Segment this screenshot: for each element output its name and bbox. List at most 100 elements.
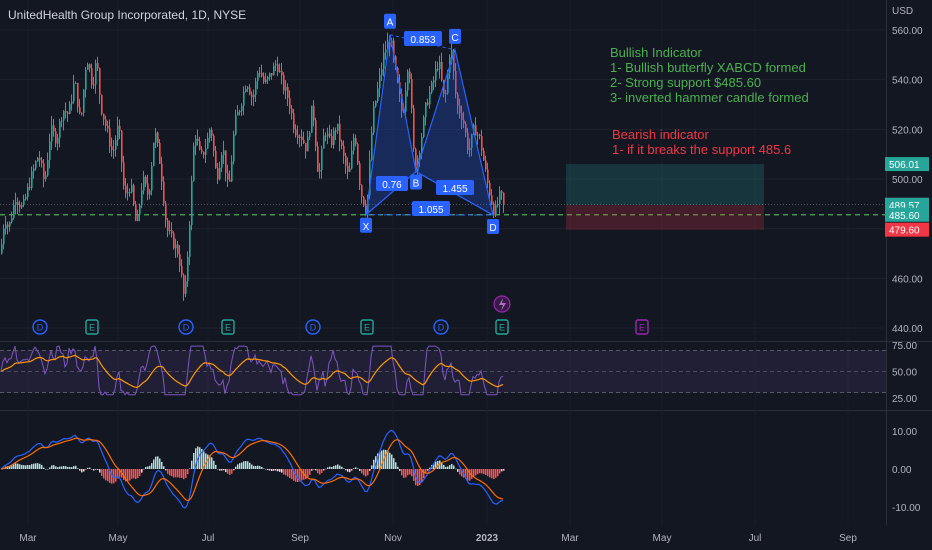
candle-body (61, 120, 63, 122)
candle-body (55, 131, 57, 144)
candle-body (353, 137, 355, 151)
macd-histogram-bar (437, 460, 439, 469)
candle-body (63, 111, 65, 121)
bearish-line-1: 1- if it breaks the support 485.6 (612, 142, 792, 157)
macd-histogram-bar (31, 464, 33, 469)
currency-label: USD (892, 6, 914, 17)
time-axis[interactable]: Mar May Jul Sep Nov 2023 Mar May Jul Sep (19, 533, 857, 544)
candle-body (309, 132, 311, 138)
dividend-marker (305, 319, 321, 335)
macd-histogram-bar (259, 466, 261, 469)
macd-histogram-bar (327, 467, 329, 469)
candle-body (41, 160, 43, 164)
pattern-point-badge (384, 13, 396, 29)
candle-body (475, 125, 477, 136)
candles (1, 32, 505, 301)
candle-body (1, 244, 3, 254)
macd-histogram-bar (411, 469, 413, 477)
macd-histogram-bar (421, 469, 423, 483)
macd-histogram-bar (393, 458, 395, 469)
bearish-note: Bearish indicator 1- if it breaks the su… (612, 127, 791, 157)
candle-body (111, 146, 113, 151)
macd-histogram-bar (483, 469, 485, 475)
macd-histogram-bar (277, 469, 279, 472)
macd-histogram-bar (433, 463, 435, 469)
candle-body (201, 149, 203, 152)
candle-body (405, 90, 407, 112)
macd-histogram-bar (497, 469, 499, 477)
candle-body (371, 132, 373, 160)
candle-body (251, 94, 253, 98)
macd-histogram-bar (309, 469, 311, 475)
candle-body (497, 204, 499, 206)
candle-body (219, 167, 221, 180)
bullish-line-2: 2- Strong support $485.60 (610, 75, 762, 90)
xabcd-pattern[interactable]: X A B C D 0.853 0.76 1.455 1.055 (360, 13, 499, 235)
macd-histogram-bar (381, 450, 383, 469)
candle-body (71, 101, 73, 104)
macd-histogram-bar (127, 469, 129, 482)
candle-body (189, 225, 191, 257)
earnings-marker (360, 319, 374, 335)
candle-body (105, 119, 107, 126)
candle-body (283, 75, 285, 91)
macd-histogram-bar (27, 464, 29, 469)
position-box[interactable] (566, 164, 764, 230)
price-axis[interactable]: 440.00460.00480.00500.00520.00540.00560.… (885, 26, 929, 514)
macd-histogram-bar (157, 456, 159, 469)
macd-histogram-bar (79, 469, 81, 471)
macd-histogram-bar (119, 469, 121, 477)
time-tick-label: 2023 (476, 533, 499, 544)
candle-body (187, 256, 189, 282)
candle-body (493, 203, 495, 216)
macd-histogram-bar (275, 469, 277, 471)
candle-body (27, 186, 29, 198)
candle-body (339, 123, 341, 142)
macd-histogram-bar (75, 465, 77, 469)
candle-body (123, 162, 125, 186)
macd-histogram-bar (331, 466, 333, 469)
lightning-glyph (499, 298, 506, 311)
candle-body (181, 266, 183, 275)
candle-body (177, 244, 179, 255)
candle-body (347, 165, 349, 172)
candle-body (183, 274, 185, 294)
candle-body (179, 254, 181, 267)
candle-body (73, 83, 75, 102)
time-tick-label: Jul (749, 533, 762, 544)
ratio-label: 0.853 (410, 35, 435, 46)
macd-histogram-bar (337, 464, 339, 469)
macd-histogram-bar (49, 467, 51, 469)
macd-histogram-bar (225, 469, 227, 473)
macd-histogram-bar (117, 469, 119, 479)
macd-histogram-bar (139, 469, 141, 476)
macd-histogram-bar (271, 469, 273, 472)
macd-histogram-bar (349, 469, 351, 473)
candle-body (153, 142, 155, 166)
macd-histogram-bar (173, 469, 175, 478)
pattern-point-label: A (387, 18, 394, 29)
candle-body (229, 179, 231, 182)
macd-histogram-bar (205, 453, 207, 469)
candle-body (9, 222, 11, 227)
macd-histogram-bar (235, 466, 237, 469)
candle-body (87, 64, 89, 70)
candle-body (381, 69, 383, 76)
macd-histogram-bar (343, 468, 345, 469)
macd-histogram-bar (453, 465, 455, 469)
candle-body (157, 132, 159, 143)
macd-histogram-bar (379, 451, 381, 469)
macd-histogram-bar (389, 452, 391, 469)
candle-body (125, 185, 127, 194)
candle-body (39, 157, 41, 161)
macd-histogram-bar (221, 469, 223, 471)
dividend-marker (433, 319, 449, 335)
bullish-heading: Bullish Indicator (610, 45, 702, 60)
candle-body (427, 102, 429, 105)
candle-body (143, 176, 145, 191)
candle-body (481, 136, 483, 151)
candle-body (217, 167, 219, 180)
candle-body (31, 171, 33, 188)
